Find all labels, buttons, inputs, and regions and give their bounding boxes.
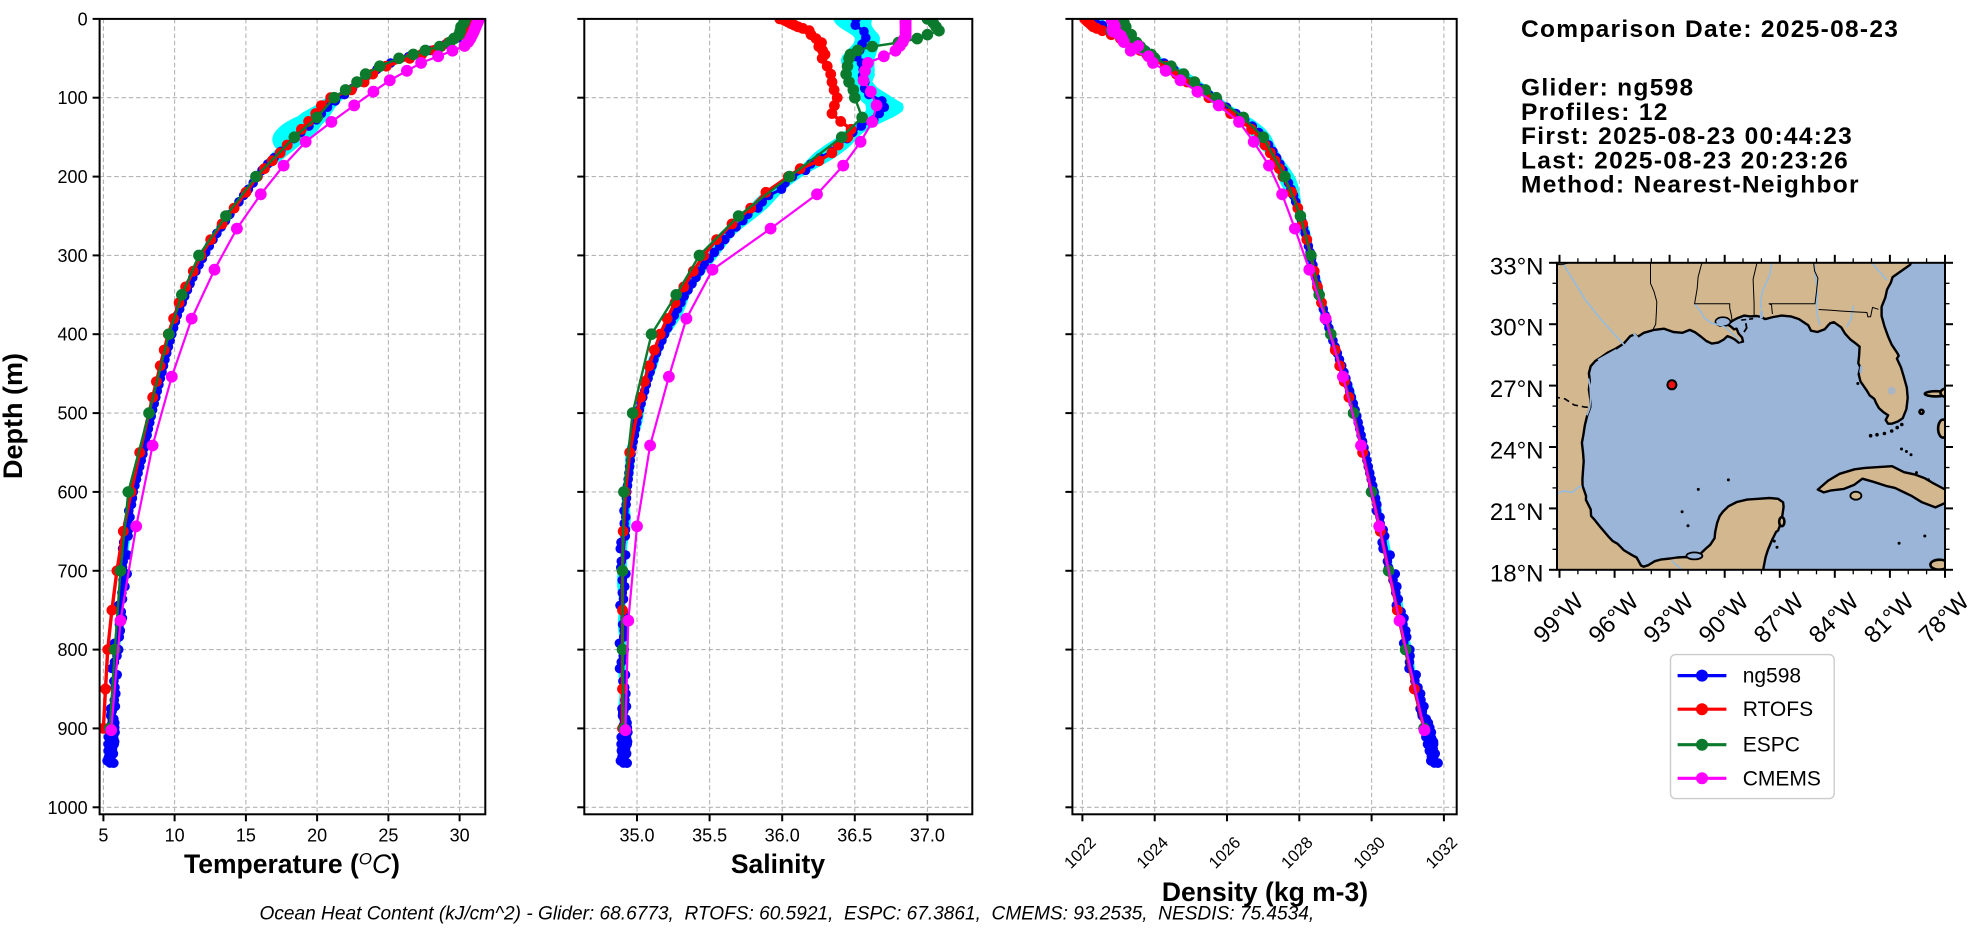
svg-text:1000: 1000	[48, 798, 88, 818]
svg-text:Profiles: 12: Profiles: 12	[1521, 99, 1669, 126]
svg-text:35.5: 35.5	[692, 825, 727, 845]
svg-text:33°N: 33°N	[1490, 253, 1544, 280]
svg-text:800: 800	[58, 640, 88, 660]
svg-text:36.5: 36.5	[837, 825, 872, 845]
svg-text:30°N: 30°N	[1490, 315, 1544, 342]
svg-text:300: 300	[58, 246, 88, 266]
svg-text:0: 0	[78, 9, 88, 29]
svg-text:5: 5	[98, 825, 108, 845]
svg-text:100: 100	[58, 88, 88, 108]
svg-text:ESPC: ESPC	[1743, 734, 1800, 757]
svg-text:600: 600	[58, 482, 88, 502]
svg-text:Method: Nearest-Neighbor: Method: Nearest-Neighbor	[1521, 172, 1860, 199]
svg-text:21°N: 21°N	[1490, 499, 1544, 526]
svg-text:Glider: ng598: Glider: ng598	[1521, 75, 1694, 102]
svg-text:36.0: 36.0	[765, 825, 800, 845]
svg-text:CMEMS: CMEMS	[1743, 767, 1821, 790]
svg-text:Ocean Heat Content (kJ/cm^2) -: Ocean Heat Content (kJ/cm^2) - Glider: 6…	[260, 904, 1315, 925]
svg-text:700: 700	[58, 561, 88, 581]
svg-text:First: 2025-08-23 00:44:23: First: 2025-08-23 00:44:23	[1521, 123, 1853, 150]
svg-text:27°N: 27°N	[1490, 376, 1544, 403]
svg-text:ng598: ng598	[1743, 665, 1801, 688]
svg-text:30: 30	[450, 825, 470, 845]
svg-text:Density (kg m-3): Density (kg m-3)	[1162, 877, 1368, 907]
svg-text:35.0: 35.0	[619, 825, 654, 845]
svg-text:400: 400	[58, 325, 88, 345]
svg-text:15: 15	[236, 825, 256, 845]
svg-text:Comparison Date: 2025-08-23: Comparison Date: 2025-08-23	[1521, 16, 1899, 43]
svg-text:RTOFS: RTOFS	[1743, 698, 1813, 721]
svg-text:10: 10	[165, 825, 185, 845]
svg-text:24°N: 24°N	[1490, 438, 1544, 465]
svg-text:18°N: 18°N	[1490, 560, 1544, 587]
svg-text:37.0: 37.0	[910, 825, 945, 845]
svg-text:500: 500	[58, 404, 88, 424]
svg-text:900: 900	[58, 719, 88, 739]
svg-text:Salinity: Salinity	[731, 849, 826, 879]
svg-text:20: 20	[307, 825, 327, 845]
svg-text:200: 200	[58, 167, 88, 187]
svg-text:Last: 2025-08-23 20:23:26: Last: 2025-08-23 20:23:26	[1521, 147, 1849, 174]
svg-text:25: 25	[378, 825, 398, 845]
svg-text:Depth (m): Depth (m)	[0, 353, 28, 479]
